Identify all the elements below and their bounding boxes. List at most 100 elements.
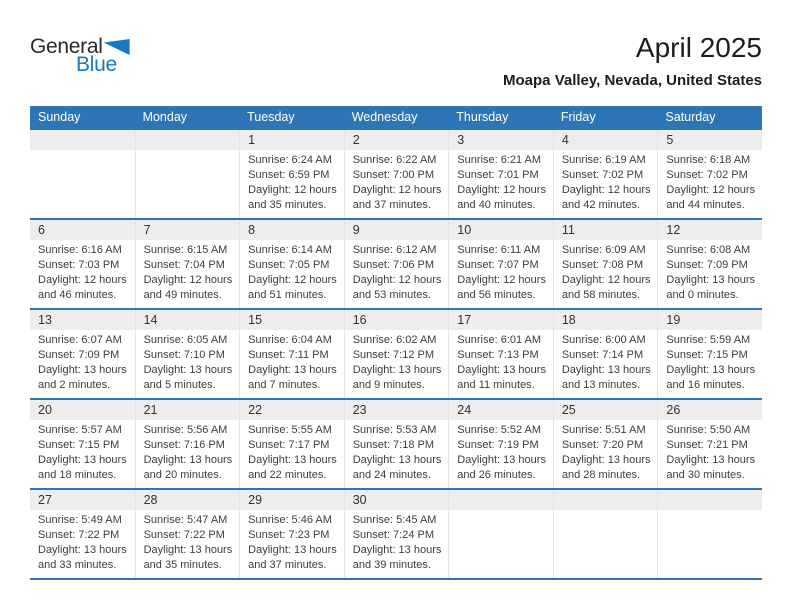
sunset-line: Sunset: 7:06 PM: [352, 259, 435, 271]
calendar-day-cell-21: 21 Sunrise: 5:56 AM Sunset: 7:16 PM Dayligh…: [134, 400, 240, 488]
day-number-band: 3: [449, 130, 553, 150]
day-number: [30, 133, 38, 147]
daylight-line: and 37 minutes.: [352, 199, 431, 211]
day-number-band: 22: [240, 400, 344, 420]
day-details: Sunrise: 5:49 AM Sunset: 7:22 PM Daylight:…: [30, 510, 135, 573]
sunrise-line: Sunrise: 5:57 AM: [38, 424, 122, 436]
calendar-day-cell-19: 19 Sunrise: 5:59 AM Sunset: 7:15 PM Dayligh…: [657, 310, 762, 398]
calendar-day-cell-6: 6 Sunrise: 6:16 AM Sunset: 7:03 PM Daylight…: [30, 220, 135, 308]
sunrise-line: Sunrise: 5:45 AM: [352, 514, 437, 526]
day-number-band: 19: [658, 310, 762, 330]
daylight-line: and 7 minutes.: [248, 379, 321, 391]
day-details: [30, 150, 135, 153]
calendar-day-cell-3: 3 Sunrise: 6:21 AM Sunset: 7:01 PM Daylight…: [448, 130, 553, 218]
logo-blue-text: Blue: [76, 53, 117, 76]
daylight-line: and 35 minutes.: [143, 559, 222, 571]
daylight-line: Daylight: 13 hours: [457, 364, 546, 376]
day-number-band: 23: [344, 400, 449, 420]
day-number-band: 9: [344, 220, 449, 240]
sunrise-line: Sunrise: 5:49 AM: [38, 514, 122, 526]
sunrise-line: Sunrise: 5:50 AM: [666, 424, 751, 436]
day-details: [136, 150, 240, 153]
sunset-line: Sunset: 7:22 PM: [143, 529, 225, 541]
day-number-band: 29: [240, 490, 344, 510]
daylight-line: and 13 minutes.: [561, 379, 641, 391]
daylight-line: Daylight: 13 hours: [666, 274, 756, 286]
sunrise-line: Sunrise: 6:08 AM: [666, 244, 751, 256]
sunrise-line: Sunrise: 5:59 AM: [666, 334, 751, 346]
day-number-band: 27: [30, 490, 135, 510]
sunrise-line: Sunrise: 6:05 AM: [143, 334, 228, 346]
day-number: 27: [38, 493, 52, 507]
day-details: Sunrise: 6:00 AM Sunset: 7:14 PM Daylight:…: [554, 330, 658, 393]
daylight-line: Daylight: 13 hours: [38, 454, 127, 466]
day-number-band: 17: [449, 310, 553, 330]
calendar-empty-cell: [30, 130, 135, 218]
day-details: Sunrise: 6:05 AM Sunset: 7:10 PM Daylight:…: [136, 330, 240, 393]
day-number-band: 26: [658, 400, 762, 420]
day-details: [554, 510, 658, 513]
day-number: 15: [248, 313, 263, 327]
sunrise-line: Sunrise: 5:53 AM: [352, 424, 437, 436]
day-number-band: 11: [553, 220, 658, 240]
calendar-day-cell-28: 28 Sunrise: 5:47 AM Sunset: 7:22 PM Dayligh…: [134, 490, 240, 578]
weekday-header-tuesday: Tuesday: [247, 110, 295, 124]
day-details: Sunrise: 6:22 AM Sunset: 7:00 PM Daylight:…: [345, 150, 449, 213]
sunrise-line: Sunrise: 6:14 AM: [248, 244, 332, 256]
day-number: 28: [143, 493, 158, 507]
calendar-day-cell-15: 15 Sunrise: 6:04 AM Sunset: 7:11 PM Dayligh…: [239, 310, 344, 398]
day-number-band: [553, 490, 658, 510]
sunrise-line: Sunrise: 6:11 AM: [457, 244, 541, 256]
sunset-line: Sunset: 7:24 PM: [352, 529, 435, 541]
sunrise-line: Sunrise: 6:24 AM: [248, 154, 332, 166]
daylight-line: Daylight: 13 hours: [248, 364, 337, 376]
sunset-line: Sunset: 7:11 PM: [248, 349, 329, 361]
daylight-line: and 5 minutes.: [143, 379, 216, 391]
week-row: 20 Sunrise: 5:57 AM Sunset: 7:15 PM Dayligh…: [30, 398, 762, 488]
daylight-line: Daylight: 13 hours: [561, 364, 651, 376]
sunrise-line: Sunrise: 5:52 AM: [457, 424, 542, 436]
week-row: 6 Sunrise: 6:16 AM Sunset: 7:03 PM Daylight…: [30, 218, 762, 308]
sunset-line: Sunset: 7:09 PM: [38, 349, 120, 361]
sunset-line: Sunset: 7:19 PM: [457, 439, 539, 451]
weekday-header-friday: Friday: [560, 110, 596, 124]
sunset-line: Sunset: 7:03 PM: [38, 259, 120, 271]
calendar-day-cell-8: 8 Sunrise: 6:14 AM Sunset: 7:05 PM Daylight…: [239, 220, 344, 308]
sunset-line: Sunset: 7:22 PM: [38, 529, 120, 541]
day-number: 9: [352, 223, 360, 237]
sunset-line: Sunset: 7:08 PM: [561, 259, 644, 271]
day-number: 21: [143, 403, 158, 417]
daylight-line: Daylight: 13 hours: [38, 544, 127, 556]
sunset-line: Sunset: 7:15 PM: [38, 439, 120, 451]
sunrise-line: Sunrise: 6:22 AM: [352, 154, 437, 166]
day-details: Sunrise: 6:09 AM Sunset: 7:08 PM Daylight:…: [554, 240, 658, 303]
daylight-line: Daylight: 12 hours: [457, 274, 546, 286]
day-details: Sunrise: 6:18 AM Sunset: 7:02 PM Daylight:…: [658, 150, 762, 213]
daylight-line: and 28 minutes.: [561, 469, 641, 481]
day-number-band: 8: [240, 220, 344, 240]
sunrise-line: Sunrise: 5:51 AM: [561, 424, 646, 436]
daylight-line: Daylight: 13 hours: [666, 364, 756, 376]
daylight-line: and 30 minutes.: [666, 469, 745, 481]
day-details: Sunrise: 6:12 AM Sunset: 7:06 PM Daylight:…: [345, 240, 449, 303]
daylight-line: Daylight: 13 hours: [38, 364, 127, 376]
day-number-band: 25: [553, 400, 658, 420]
daylight-line: and 24 minutes.: [352, 469, 431, 481]
calendar-bottom-border: [30, 578, 762, 580]
calendar-day-cell-4: 4 Sunrise: 6:19 AM Sunset: 7:02 PM Daylight…: [552, 130, 658, 218]
daylight-line: Daylight: 12 hours: [248, 274, 337, 286]
day-details: Sunrise: 5:52 AM Sunset: 7:19 PM Daylight:…: [449, 420, 553, 483]
calendar-day-cell-23: 23 Sunrise: 5:53 AM Sunset: 7:18 PM Dayligh…: [343, 400, 449, 488]
day-details: Sunrise: 5:51 AM Sunset: 7:20 PM Daylight:…: [554, 420, 658, 483]
page-title: April 2025: [635, 32, 762, 63]
day-number-band: 15: [240, 310, 344, 330]
calendar-empty-cell: [134, 130, 240, 218]
daylight-line: Daylight: 12 hours: [143, 274, 233, 286]
day-number: 12: [666, 223, 681, 237]
calendar-empty-cell: [552, 490, 658, 578]
daylight-line: Daylight: 12 hours: [352, 274, 442, 286]
daylight-line: and 18 minutes.: [38, 469, 117, 481]
daylight-line: and 58 minutes.: [561, 289, 641, 301]
daylight-line: and 2 minutes.: [38, 379, 111, 391]
